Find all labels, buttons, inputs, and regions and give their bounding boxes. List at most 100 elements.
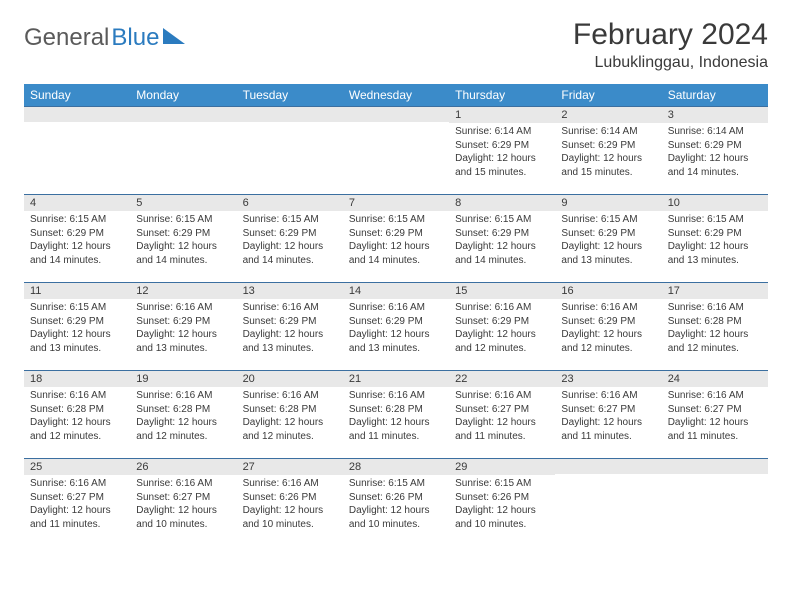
day-number: 10 [662, 194, 768, 211]
day-number: 15 [449, 282, 555, 299]
detail-line: Daylight: 12 hours [668, 328, 762, 342]
detail-line: Sunset: 6:29 PM [455, 227, 549, 241]
day-number [662, 458, 768, 474]
col-thursday: Thursday [449, 84, 555, 106]
detail-line: Daylight: 12 hours [30, 504, 124, 518]
detail-line: Sunrise: 6:15 AM [455, 477, 549, 491]
detail-line: Sunset: 6:28 PM [243, 403, 337, 417]
detail-line: and 15 minutes. [561, 166, 655, 180]
detail-line: Daylight: 12 hours [668, 416, 762, 430]
detail-line: Sunset: 6:29 PM [243, 315, 337, 329]
detail-line: Sunset: 6:29 PM [30, 227, 124, 241]
day-details: Sunrise: 6:16 AMSunset: 6:26 PMDaylight:… [237, 475, 343, 535]
day-cell: 16Sunrise: 6:16 AMSunset: 6:29 PMDayligh… [555, 282, 661, 370]
day-details [24, 122, 130, 182]
day-cell: 22Sunrise: 6:16 AMSunset: 6:27 PMDayligh… [449, 370, 555, 458]
day-details: Sunrise: 6:16 AMSunset: 6:29 PMDaylight:… [343, 299, 449, 359]
day-cell: 15Sunrise: 6:16 AMSunset: 6:29 PMDayligh… [449, 282, 555, 370]
day-number [555, 458, 661, 474]
day-number: 2 [555, 106, 661, 123]
day-number: 19 [130, 370, 236, 387]
detail-line: Sunrise: 6:15 AM [243, 213, 337, 227]
day-cell: 17Sunrise: 6:16 AMSunset: 6:28 PMDayligh… [662, 282, 768, 370]
day-number: 16 [555, 282, 661, 299]
detail-line: Sunset: 6:29 PM [561, 139, 655, 153]
calendar-body: 1Sunrise: 6:14 AMSunset: 6:29 PMDaylight… [24, 106, 768, 546]
detail-line: Sunrise: 6:16 AM [243, 477, 337, 491]
day-number: 27 [237, 458, 343, 475]
day-cell: 1Sunrise: 6:14 AMSunset: 6:29 PMDaylight… [449, 106, 555, 194]
detail-line: and 13 minutes. [561, 254, 655, 268]
detail-line: Daylight: 12 hours [243, 240, 337, 254]
day-number: 12 [130, 282, 236, 299]
page-header: GeneralBlue February 2024 Lubuklinggau, … [24, 18, 768, 72]
day-details: Sunrise: 6:16 AMSunset: 6:28 PMDaylight:… [237, 387, 343, 447]
detail-line: Daylight: 12 hours [561, 328, 655, 342]
detail-line: Daylight: 12 hours [349, 416, 443, 430]
detail-line: Sunrise: 6:16 AM [561, 301, 655, 315]
day-number: 8 [449, 194, 555, 211]
day-number: 23 [555, 370, 661, 387]
detail-line: Sunrise: 6:15 AM [349, 477, 443, 491]
detail-line: Sunrise: 6:16 AM [136, 477, 230, 491]
detail-line: and 14 minutes. [349, 254, 443, 268]
detail-line: Daylight: 12 hours [136, 416, 230, 430]
day-cell: 19Sunrise: 6:16 AMSunset: 6:28 PMDayligh… [130, 370, 236, 458]
day-cell: 10Sunrise: 6:15 AMSunset: 6:29 PMDayligh… [662, 194, 768, 282]
day-details: Sunrise: 6:15 AMSunset: 6:29 PMDaylight:… [662, 211, 768, 271]
week-row: 1Sunrise: 6:14 AMSunset: 6:29 PMDaylight… [24, 106, 768, 194]
detail-line: Daylight: 12 hours [30, 416, 124, 430]
day-details: Sunrise: 6:15 AMSunset: 6:26 PMDaylight:… [343, 475, 449, 535]
day-cell: 6Sunrise: 6:15 AMSunset: 6:29 PMDaylight… [237, 194, 343, 282]
day-number: 9 [555, 194, 661, 211]
detail-line: Sunrise: 6:16 AM [136, 301, 230, 315]
day-cell: 7Sunrise: 6:15 AMSunset: 6:29 PMDaylight… [343, 194, 449, 282]
day-cell [662, 458, 768, 546]
day-cell: 24Sunrise: 6:16 AMSunset: 6:27 PMDayligh… [662, 370, 768, 458]
detail-line: and 11 minutes. [30, 518, 124, 532]
day-number: 25 [24, 458, 130, 475]
day-details [130, 122, 236, 182]
detail-line: Daylight: 12 hours [243, 328, 337, 342]
detail-line: Sunrise: 6:15 AM [668, 213, 762, 227]
day-details: Sunrise: 6:15 AMSunset: 6:29 PMDaylight:… [24, 211, 130, 271]
day-number [130, 106, 236, 122]
detail-line: Sunrise: 6:14 AM [455, 125, 549, 139]
day-details: Sunrise: 6:16 AMSunset: 6:29 PMDaylight:… [130, 299, 236, 359]
day-cell: 25Sunrise: 6:16 AMSunset: 6:27 PMDayligh… [24, 458, 130, 546]
detail-line: Sunset: 6:29 PM [455, 315, 549, 329]
detail-line: and 13 minutes. [30, 342, 124, 356]
title-block: February 2024 Lubuklinggau, Indonesia [573, 18, 768, 72]
detail-line: and 13 minutes. [243, 342, 337, 356]
detail-line: Sunrise: 6:16 AM [243, 389, 337, 403]
day-details: Sunrise: 6:14 AMSunset: 6:29 PMDaylight:… [555, 123, 661, 183]
day-number: 13 [237, 282, 343, 299]
day-details: Sunrise: 6:16 AMSunset: 6:28 PMDaylight:… [662, 299, 768, 359]
detail-line: Sunset: 6:29 PM [30, 315, 124, 329]
day-cell: 21Sunrise: 6:16 AMSunset: 6:28 PMDayligh… [343, 370, 449, 458]
detail-line: Sunrise: 6:15 AM [561, 213, 655, 227]
day-number: 17 [662, 282, 768, 299]
day-number [237, 106, 343, 122]
detail-line: Daylight: 12 hours [30, 328, 124, 342]
day-number: 21 [343, 370, 449, 387]
detail-line: and 12 minutes. [136, 430, 230, 444]
detail-line: Sunrise: 6:16 AM [561, 389, 655, 403]
day-details: Sunrise: 6:15 AMSunset: 6:26 PMDaylight:… [449, 475, 555, 535]
detail-line: Sunset: 6:26 PM [243, 491, 337, 505]
col-wednesday: Wednesday [343, 84, 449, 106]
day-cell: 28Sunrise: 6:15 AMSunset: 6:26 PMDayligh… [343, 458, 449, 546]
day-details: Sunrise: 6:15 AMSunset: 6:29 PMDaylight:… [130, 211, 236, 271]
detail-line: Sunset: 6:29 PM [668, 139, 762, 153]
detail-line: Sunrise: 6:16 AM [30, 477, 124, 491]
detail-line: Daylight: 12 hours [668, 240, 762, 254]
day-cell: 2Sunrise: 6:14 AMSunset: 6:29 PMDaylight… [555, 106, 661, 194]
detail-line: Sunset: 6:27 PM [136, 491, 230, 505]
col-saturday: Saturday [662, 84, 768, 106]
day-number: 28 [343, 458, 449, 475]
detail-line: Sunrise: 6:14 AM [668, 125, 762, 139]
detail-line: Sunset: 6:26 PM [455, 491, 549, 505]
detail-line: Sunrise: 6:16 AM [668, 301, 762, 315]
week-row: 18Sunrise: 6:16 AMSunset: 6:28 PMDayligh… [24, 370, 768, 458]
day-number: 18 [24, 370, 130, 387]
